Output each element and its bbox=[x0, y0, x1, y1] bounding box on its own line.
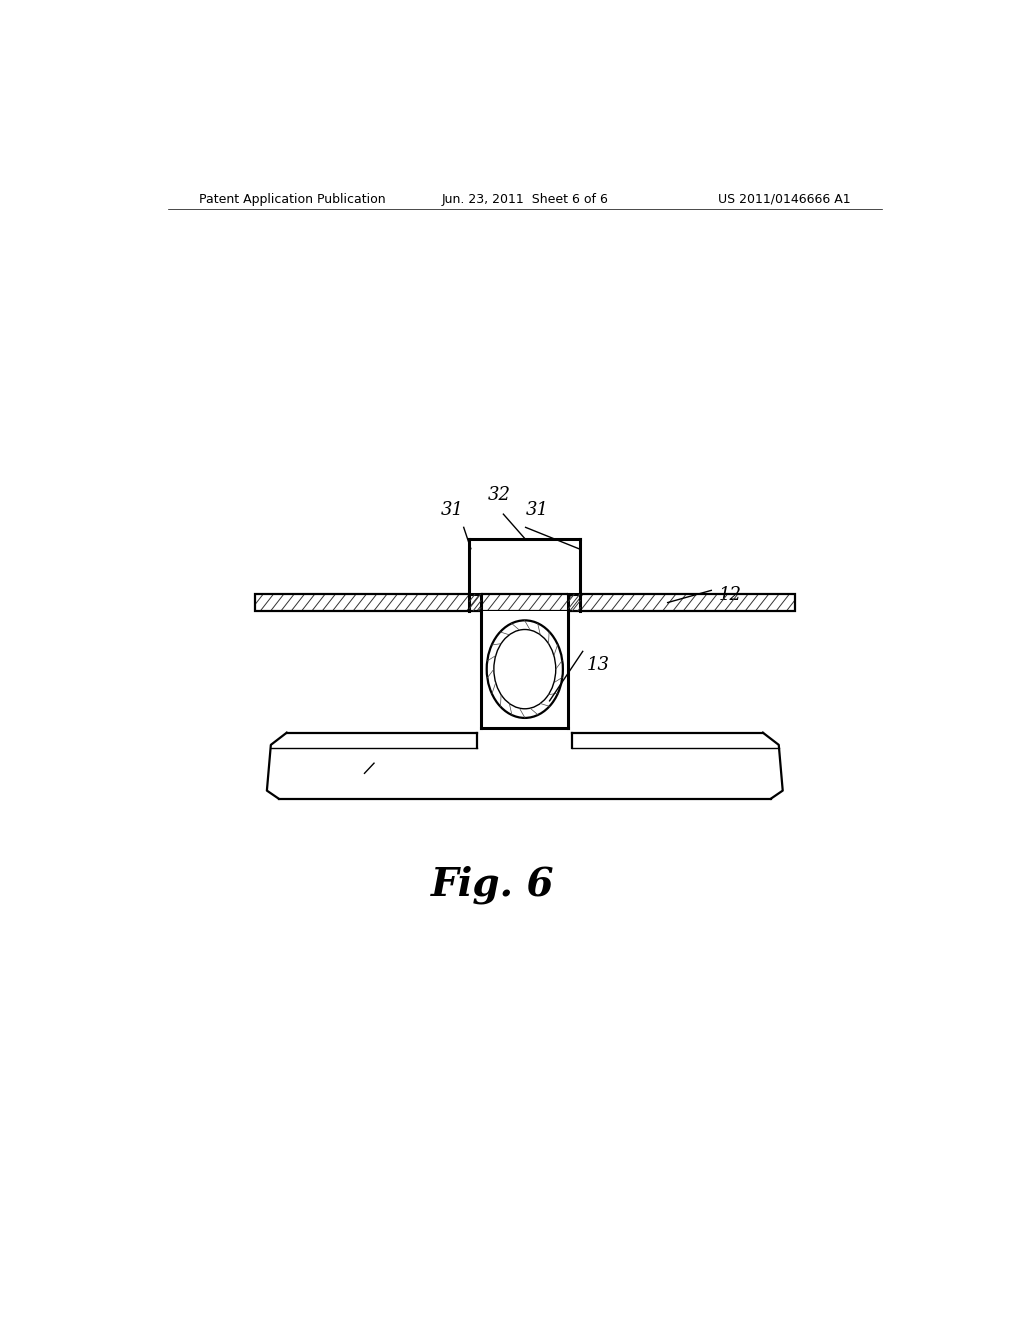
Polygon shape bbox=[267, 733, 782, 799]
Text: Fig. 6: Fig. 6 bbox=[431, 866, 555, 904]
Bar bbox=[568, 539, 581, 594]
Text: Patent Application Publication: Patent Application Publication bbox=[200, 193, 386, 206]
Text: 31: 31 bbox=[440, 502, 463, 519]
Text: Jun. 23, 2011  Sheet 6 of 6: Jun. 23, 2011 Sheet 6 of 6 bbox=[441, 193, 608, 206]
Bar bbox=[469, 539, 481, 594]
Text: US 2011/0146666 A1: US 2011/0146666 A1 bbox=[718, 193, 850, 206]
Text: 28: 28 bbox=[337, 784, 360, 801]
Text: 32: 32 bbox=[487, 486, 511, 504]
Text: 13: 13 bbox=[587, 656, 609, 675]
Bar bbox=[255, 594, 795, 611]
Text: 12: 12 bbox=[719, 586, 742, 605]
Bar bbox=[481, 611, 568, 727]
Bar bbox=[255, 594, 795, 611]
Circle shape bbox=[486, 620, 563, 718]
Text: 31: 31 bbox=[526, 502, 549, 519]
